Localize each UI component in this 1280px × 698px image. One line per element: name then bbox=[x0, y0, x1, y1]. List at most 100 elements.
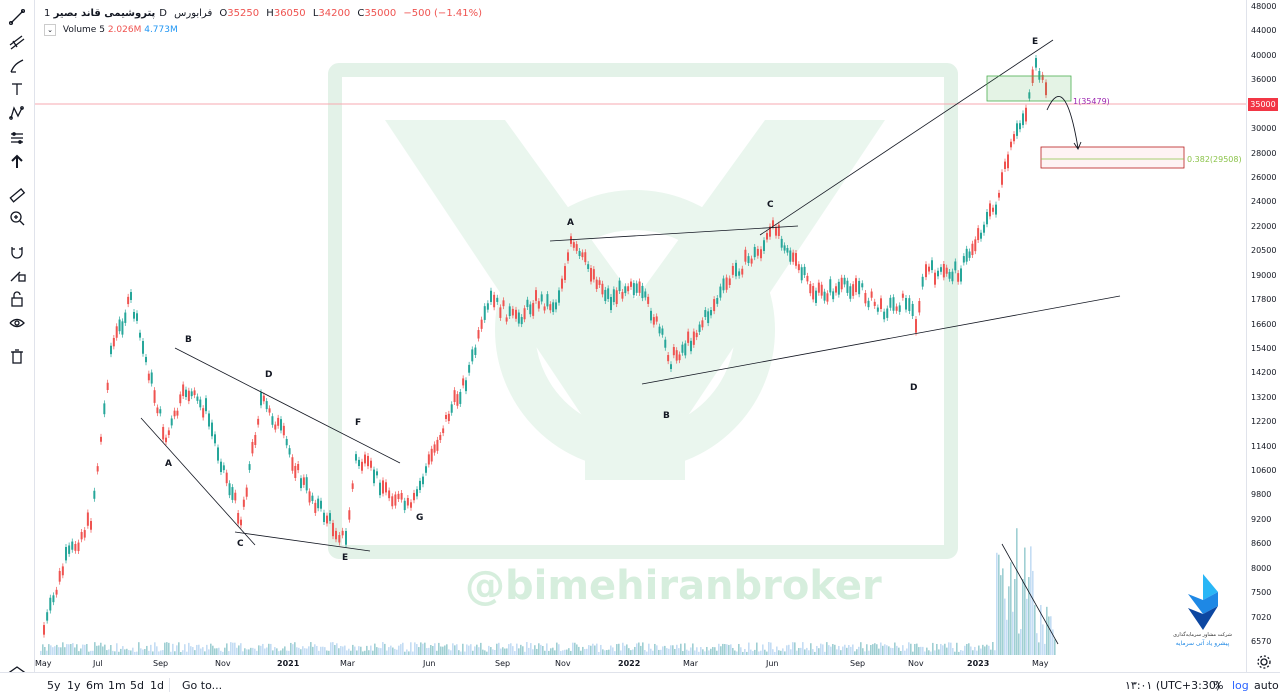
candle-body bbox=[348, 510, 351, 520]
range-5y-button[interactable]: 5y bbox=[47, 679, 61, 692]
ruler-icon[interactable] bbox=[6, 184, 28, 206]
chart-pane[interactable]: @bimehiranbroker A B C D E F G A B C D E… bbox=[35, 0, 1246, 672]
magnet-icon[interactable] bbox=[6, 241, 28, 263]
volume-bar bbox=[498, 642, 500, 655]
volume-bar bbox=[70, 644, 72, 655]
candle-body bbox=[995, 204, 997, 215]
candle-body bbox=[211, 422, 213, 437]
candle-body bbox=[698, 324, 701, 332]
time-tick-label: Mar bbox=[340, 659, 356, 668]
candle-body bbox=[655, 316, 658, 322]
symbol-name[interactable]: پتروشیمی قاند بصیر bbox=[53, 8, 156, 19]
price-tick-label: 48000 bbox=[1251, 2, 1277, 11]
volume-bar bbox=[918, 647, 920, 655]
zoom-in-icon[interactable] bbox=[6, 207, 28, 229]
volume-bar bbox=[50, 645, 52, 655]
prediction-icon[interactable] bbox=[6, 127, 28, 149]
volume-bar bbox=[242, 651, 244, 655]
volume-bar bbox=[260, 645, 262, 655]
volume-bar bbox=[458, 650, 460, 655]
candle-body bbox=[133, 311, 135, 319]
pattern-icon[interactable] bbox=[6, 102, 28, 124]
candle-body bbox=[397, 493, 400, 500]
volume-value-1: 2.026M bbox=[107, 25, 142, 35]
volume-bar bbox=[610, 645, 612, 655]
volume-bar bbox=[594, 645, 596, 655]
price-tick-label: 12200 bbox=[1251, 417, 1277, 427]
volume-bar bbox=[490, 647, 492, 655]
settings-gear-icon[interactable] bbox=[1254, 652, 1274, 672]
volume-bar bbox=[740, 647, 742, 655]
candle-body bbox=[1013, 134, 1015, 142]
volume-bar bbox=[298, 647, 300, 655]
time-axis[interactable]: May Jul Sep Nov 2021 Mar Jun Sep Nov 2022 Mar Jun Se… bbox=[35, 655, 1246, 672]
candle-body bbox=[575, 244, 578, 251]
eye-icon[interactable] bbox=[6, 312, 28, 334]
wave-label: E bbox=[342, 553, 349, 563]
volume-bar bbox=[778, 650, 780, 655]
candle-body bbox=[555, 302, 557, 310]
candle-body bbox=[901, 293, 904, 298]
auto-scale-button[interactable]: auto bbox=[1254, 679, 1279, 692]
volume-bar bbox=[120, 648, 122, 655]
volume-bar bbox=[630, 650, 632, 655]
candle-body bbox=[515, 309, 517, 319]
volume-bar bbox=[74, 647, 76, 655]
percent-scale-button[interactable]: % bbox=[1213, 679, 1224, 692]
candle-body bbox=[760, 249, 762, 259]
trend-line-icon[interactable] bbox=[6, 6, 28, 28]
volume-bar bbox=[680, 643, 682, 655]
volume-bar bbox=[258, 645, 260, 655]
volume-bar bbox=[812, 649, 814, 655]
volume-bar bbox=[432, 645, 434, 655]
watermark-text: @bimehiranbroker bbox=[465, 563, 882, 609]
goto-button[interactable]: Go to... bbox=[182, 679, 223, 692]
volume-bar bbox=[408, 651, 410, 655]
candle-body bbox=[792, 252, 795, 262]
volume-bar bbox=[534, 645, 536, 655]
price-tick-label: 28000 bbox=[1251, 148, 1277, 158]
candle-body bbox=[305, 477, 308, 491]
trend-line bbox=[1001, 543, 1059, 645]
interval[interactable]: 1D bbox=[44, 8, 167, 19]
candle-body bbox=[251, 441, 254, 454]
log-scale-button[interactable]: log bbox=[1232, 679, 1249, 692]
candle-body bbox=[425, 466, 427, 473]
range-6m-button[interactable]: 6m bbox=[86, 679, 104, 692]
candle-body bbox=[595, 279, 598, 289]
volume-bar bbox=[906, 648, 908, 655]
range-1m-button[interactable]: 1m bbox=[108, 679, 126, 692]
arrow-up-icon[interactable] bbox=[6, 151, 28, 173]
candle-body bbox=[741, 268, 744, 275]
volume-bar bbox=[62, 642, 64, 655]
range-1d-button[interactable]: 1d bbox=[150, 679, 164, 692]
candle-body bbox=[159, 409, 162, 414]
range-1y-button[interactable]: 1y bbox=[67, 679, 81, 692]
pitchfork-icon[interactable] bbox=[6, 31, 28, 53]
volume-bar bbox=[958, 651, 960, 655]
volume-bar bbox=[698, 651, 700, 655]
brush-icon[interactable] bbox=[6, 55, 28, 77]
lock-drawings-icon[interactable] bbox=[6, 264, 28, 286]
volume-bar bbox=[352, 644, 354, 655]
clock[interactable]: ۱۳:۰۱ (UTC+3:30) bbox=[1125, 679, 1221, 692]
time-tick-label: May bbox=[1032, 659, 1049, 668]
volume-bar bbox=[604, 650, 606, 655]
volume-bar bbox=[982, 644, 984, 655]
fib-level-382: 0.382(29508) bbox=[1187, 155, 1242, 164]
trash-icon[interactable] bbox=[6, 345, 28, 367]
volume-bar bbox=[866, 644, 868, 655]
volume-bar bbox=[608, 649, 610, 655]
text-icon[interactable] bbox=[6, 78, 28, 100]
candle-body bbox=[937, 270, 939, 277]
collapse-chevron-icon[interactable]: ⌄ bbox=[44, 24, 56, 36]
volume-bar bbox=[636, 643, 638, 655]
candle-body bbox=[797, 264, 800, 271]
candle-body bbox=[1007, 154, 1009, 169]
volume-bar bbox=[332, 642, 334, 655]
range-5d-button[interactable]: 5d bbox=[130, 679, 144, 692]
volume-label[interactable]: Volume 5 bbox=[62, 25, 105, 35]
volume-bar bbox=[122, 646, 124, 655]
candle-body bbox=[439, 434, 442, 440]
lock-icon[interactable] bbox=[6, 288, 28, 310]
